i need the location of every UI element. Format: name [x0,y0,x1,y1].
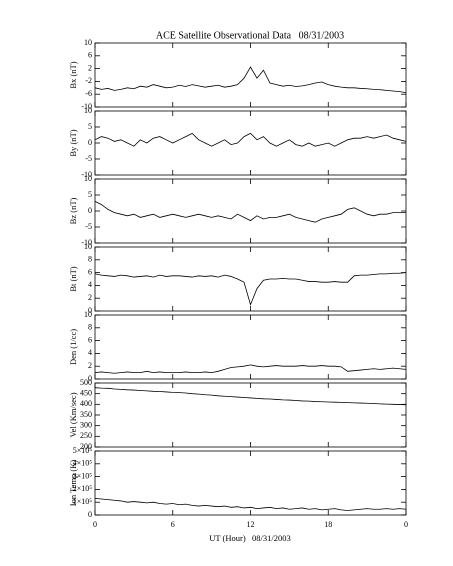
y-tick-label: -10 [81,170,92,179]
y-tick-label: 8 [88,255,92,264]
y-tick-label: 250 [80,431,92,440]
data-line [94,387,407,406]
y-tick-label: 6 [88,267,92,276]
y-tick-label: -5 [85,222,92,231]
x-tick-label: 18 [324,520,332,529]
y-tick-label: 8 [88,323,92,332]
x-tick-label: 6 [171,520,175,529]
y-tick-label: 400 [80,399,92,408]
data-line [94,66,407,93]
panel-frame [94,382,407,448]
y-tick-label: 0 [88,138,92,147]
x-tick-label: 0 [404,520,408,529]
y-tick-label: -10 [81,238,92,247]
data-line [94,497,407,511]
panel-frame [94,42,407,108]
y-axis-label: Vel (Km/sec) [68,392,78,437]
y-tick-label: -6 [85,89,92,98]
y-tick-label: 0 [88,510,92,519]
y-tick-label: 5 [88,122,92,131]
y-tick-label: 300 [80,420,92,429]
x-tick-label: 0 [93,520,97,529]
y-tick-label: 10 [84,106,92,115]
x-axis-label: UT (Hour) 08/31/2003 [209,533,291,543]
y-tick-label: 10 [84,174,92,183]
y-tick-label: 350 [80,410,92,419]
y-tick-label: 6 [88,51,92,60]
data-line [94,364,407,374]
y-tick-label: -5 [85,154,92,163]
y-tick-label: -10 [81,102,92,111]
panel-frame [94,110,407,176]
panel-frame [94,246,407,312]
y-tick-label: 2×10⁵ [73,484,93,493]
y-tick-label: 1×10⁵ [73,497,93,506]
y-tick-label: 3×10⁵ [73,471,93,480]
y-axis-label: Bt (nT) [68,266,78,291]
y-axis-label: Bz (nT) [68,197,78,224]
y-tick-label: 5×10⁵ [73,446,93,455]
y-tick-label: 450 [80,388,92,397]
y-tick-label: 500 [80,378,92,387]
y-tick-label: -2 [85,76,92,85]
y-axis-label: Den (1/cc) [68,329,78,365]
panel-frame [94,450,407,516]
y-tick-label: 0 [88,306,92,315]
y-tick-label: 5 [88,190,92,199]
y-tick-label: 10 [84,38,92,47]
y-tick-label: 4 [88,348,92,357]
y-axis-label: Ion Temp (K) [68,460,78,507]
panel-frame [94,178,407,244]
y-tick-label: 200 [80,442,92,451]
y-tick-label: 10 [84,242,92,251]
y-tick-label: 2 [88,293,92,302]
y-axis-label: By (nT) [68,129,78,156]
y-tick-label: 10 [84,310,92,319]
data-line [94,201,406,223]
y-tick-label: 2 [88,361,92,370]
panel-frame [94,314,407,380]
data-line [94,272,407,306]
y-tick-label: 0 [88,374,92,383]
y-tick-label: 6 [88,335,92,344]
y-tick-label: 4×10⁵ [73,459,93,468]
x-tick-label: 12 [247,520,255,529]
y-tick-label: 0 [88,206,92,215]
y-axis-label: Bx (nT) [68,61,78,88]
chart-title: ACE Satellite Observational Data 08/31/2… [156,30,344,41]
y-tick-label: 2 [88,63,92,72]
y-tick-label: 4 [88,280,92,289]
data-line [94,132,407,147]
